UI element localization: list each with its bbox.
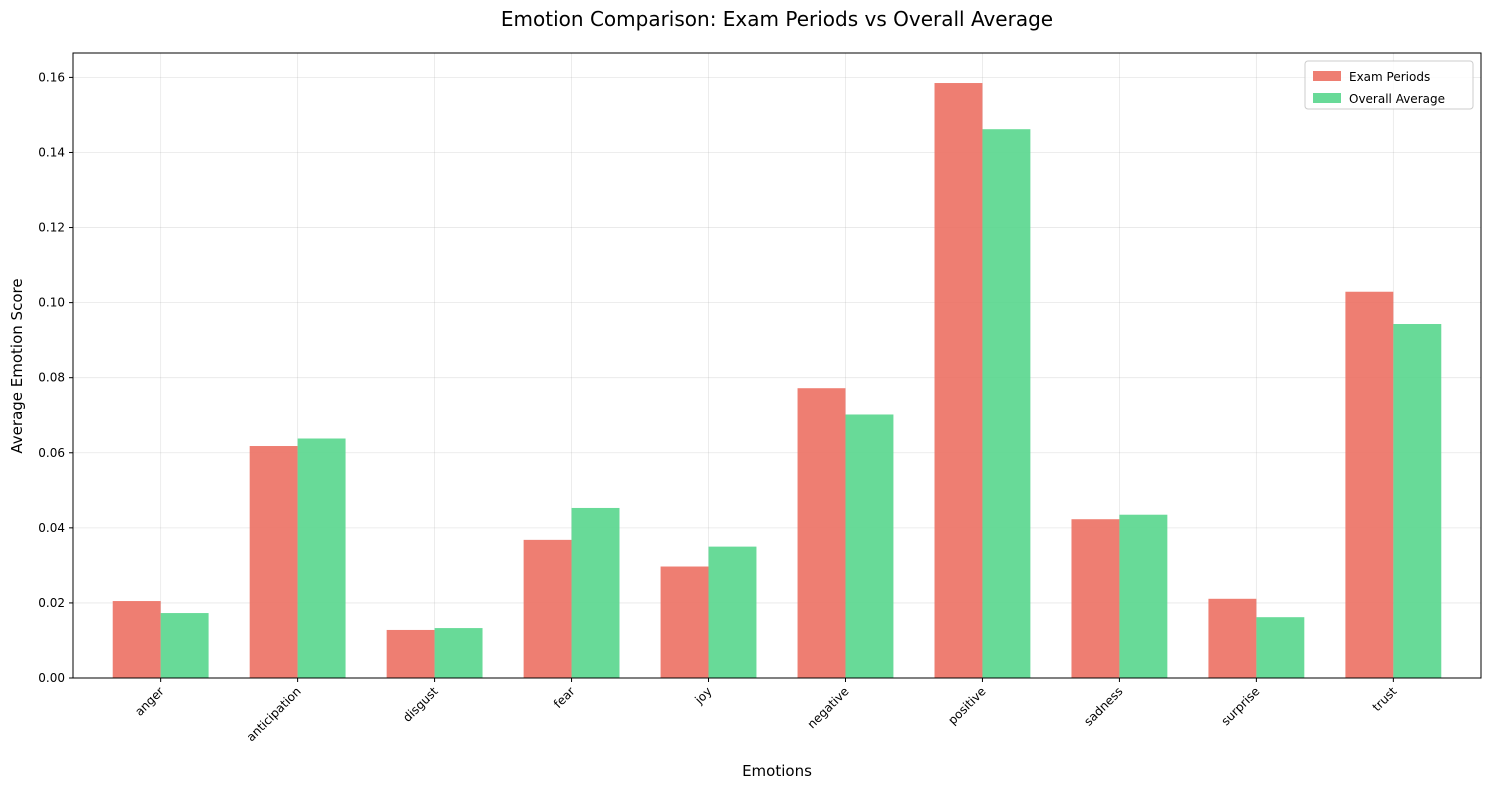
bar-exam-periods-anger xyxy=(112,601,161,678)
legend-label: Overall Average xyxy=(1349,92,1445,106)
x-tick-label: positive xyxy=(945,684,988,727)
legend-swatch xyxy=(1313,71,1341,81)
plot-frame xyxy=(72,52,1482,679)
bar-exam-periods-disgust xyxy=(386,629,435,678)
bar-overall-average-anticipation xyxy=(297,438,346,678)
bar-overall-average-trust xyxy=(1393,324,1442,678)
y-tick-label: 0.08 xyxy=(38,371,65,385)
bar-exam-periods-sadness xyxy=(1071,519,1120,678)
legend-box xyxy=(1304,60,1474,110)
y-tick-label: 0.14 xyxy=(38,145,65,159)
bar-overall-average-negative xyxy=(845,414,894,678)
x-tick-label: disgust xyxy=(400,684,441,725)
x-tick-label: anger xyxy=(132,684,167,719)
x-tick-label: joy xyxy=(691,684,714,707)
y-tick-label: 0.12 xyxy=(38,221,65,235)
bar-overall-average-disgust xyxy=(434,628,483,678)
y-axis-ticks: 0.00 0.02 0.04 0.06 0.08 0.10 0.12 0.14 0.16 xyxy=(38,70,73,685)
x-tick-label: surprise xyxy=(1218,684,1262,728)
legend-swatch xyxy=(1313,93,1341,103)
y-tick-label: 0.06 xyxy=(38,446,65,460)
x-tick-label: anticipation xyxy=(244,684,304,744)
bar-overall-average-surprise xyxy=(1256,617,1305,678)
bar-exam-periods-fear xyxy=(523,539,572,678)
legend-label: Exam Periods xyxy=(1349,70,1430,84)
bars xyxy=(112,83,1442,679)
bar-exam-periods-surprise xyxy=(1208,598,1257,678)
y-axis-label: Average Emotion Score xyxy=(8,278,26,453)
y-tick-label: 0.16 xyxy=(38,70,65,84)
bar-overall-average-joy xyxy=(708,546,757,678)
bar-overall-average-sadness xyxy=(1119,514,1168,678)
y-tick-label: 0.02 xyxy=(38,596,65,610)
x-axis-label: Emotions xyxy=(742,762,812,780)
x-tick-label: negative xyxy=(805,684,852,731)
bar-exam-periods-joy xyxy=(660,566,709,678)
bar-overall-average-anger xyxy=(160,613,209,678)
x-tick-label: trust xyxy=(1370,684,1400,714)
legend: Exam Periods Overall Average xyxy=(1304,60,1474,110)
bar-exam-periods-negative xyxy=(797,388,846,678)
bar-overall-average-positive xyxy=(982,129,1031,679)
x-tick-label: sadness xyxy=(1081,684,1125,728)
bar-overall-average-fear xyxy=(571,507,620,678)
bar-exam-periods-positive xyxy=(934,83,983,678)
bar-exam-periods-anticipation xyxy=(249,446,298,678)
x-axis-ticks: anger anticipation disgust fear joy negative p… xyxy=(132,678,1400,744)
y-tick-label: 0.04 xyxy=(38,521,65,535)
chart-title: Emotion Comparison: Exam Periods vs Over… xyxy=(501,7,1053,31)
x-tick-label: fear xyxy=(551,684,578,711)
bar-exam-periods-trust xyxy=(1345,291,1394,678)
y-tick-label: 0.10 xyxy=(38,296,65,310)
y-tick-label: 0.00 xyxy=(38,671,65,685)
